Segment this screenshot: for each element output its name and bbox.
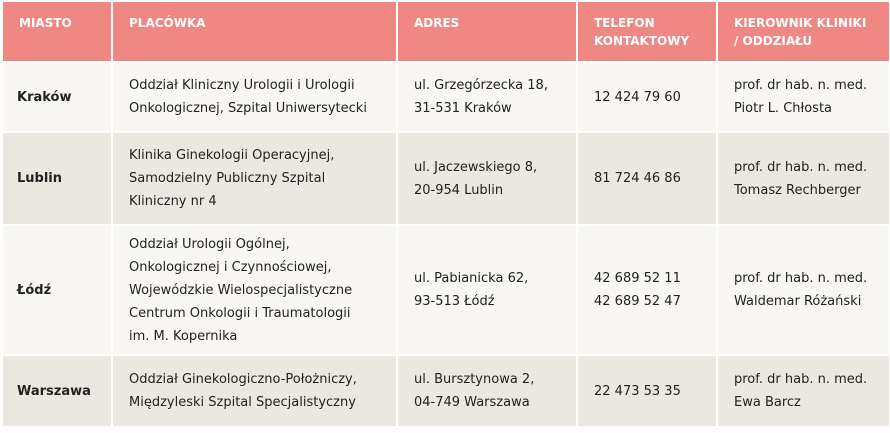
text-line: Warszawa: [17, 383, 91, 399]
table-cell: ul. Bursztynowa 2, 04-749 Warszawa: [396, 354, 578, 428]
text-line: TELEFON: [594, 16, 655, 30]
table-cell: ul. Jaczewskiego 8, 20-954 Lublin: [396, 131, 578, 226]
header-cell: KIEROWNIK KLINIKI / ODDZIAŁU: [716, 0, 890, 63]
text-line: Kraków: [17, 89, 72, 105]
text-line: ul. Jaczewskiego 8,: [414, 159, 538, 175]
text-line: Oddział Ginekologiczno-Położniczy,: [129, 372, 357, 387]
header-cell: ADRES: [396, 0, 578, 63]
header-cell: MIASTO: [1, 0, 113, 63]
text-line: prof. dr hab. n. med.: [734, 372, 868, 387]
text-line: KONTAKTOWY: [594, 34, 690, 48]
text-line: ul. Grzegórzecka 18,: [414, 78, 548, 93]
text-line: Kliniczny nr 4: [129, 194, 217, 209]
text-line: 81 724 46 86: [594, 171, 681, 186]
text-line: Oddział Kliniczny Urologii i Urologii: [129, 78, 355, 93]
table-row: Łódź Oddział Urologii Ogólnej, Onkologiczn…: [1, 224, 890, 356]
text-line: PLACÓWKA: [129, 16, 206, 30]
text-line: Łódź: [17, 282, 52, 298]
table-cell: 42 689 52 11 42 689 52 47: [576, 224, 718, 356]
text-line: Międzyleski Szpital Specjalistyczny: [129, 395, 356, 410]
text-line: im. M. Kopernika: [129, 328, 238, 344]
table-cell: 81 724 46 86: [576, 131, 718, 226]
table-cell: Oddział Ginekologiczno-Położniczy, Między…: [111, 354, 398, 428]
text-line: Klinika Ginekologii Operacyjnej,: [129, 148, 335, 163]
table-cell: Klinika Ginekologii Operacyjnej, Samodzie…: [111, 131, 398, 226]
table-row: Kraków Oddział Kliniczny Urologii i Urolo…: [1, 61, 890, 133]
table-cell: 12 424 79 60: [576, 61, 718, 133]
text-line: 31-531 Kraków: [414, 101, 512, 116]
city-cell: Warszawa: [1, 354, 113, 428]
table-cell: prof. dr hab. n. med. Waldemar Różański: [716, 224, 890, 356]
header-cell: TELEFON KONTAKTOWY: [576, 0, 718, 63]
table-cell: Oddział Kliniczny Urologii i Urologii Onk…: [111, 61, 398, 133]
text-line: Oddział Urologii Ogólnej,: [129, 236, 290, 252]
table-row: Warszawa Oddział Ginekologiczno-Położnicz…: [1, 354, 890, 428]
text-line: prof. dr hab. n. med.: [734, 159, 868, 175]
text-line: Piotr L. Chłosta: [734, 101, 833, 116]
text-line: 93-513 Łódź: [414, 294, 495, 309]
city-cell: Kraków: [1, 61, 113, 133]
table-cell: Oddział Urologii Ogólnej, Onkologicznej i…: [111, 224, 398, 356]
city-cell: Lublin: [1, 131, 113, 226]
text-line: MIASTO: [19, 16, 72, 30]
text-line: / ODDZIAŁU: [734, 34, 813, 48]
text-line: 20-954 Lublin: [414, 182, 504, 198]
text-line: ul. Bursztynowa 2,: [414, 372, 535, 387]
text-line: KIEROWNIK KLINIKI: [734, 16, 867, 30]
text-line: Tomasz Rechberger: [734, 182, 861, 198]
table-row: Lublin Klinika Ginekologii Operacyjnej, Sa…: [1, 131, 890, 226]
text-line: Ewa Barcz: [734, 395, 801, 410]
table-cell: prof. dr hab. n. med. Tomasz Rechberger: [716, 131, 890, 226]
header-cell: PLACÓWKA: [111, 0, 398, 63]
text-line: Lublin: [17, 171, 63, 186]
text-line: ADRES: [414, 16, 460, 30]
text-line: 42 689 52 47: [594, 294, 681, 309]
table-cell: ul. Pabianicka 62, 93-513 Łódź: [396, 224, 578, 356]
text-line: 22 473 53 35: [594, 383, 681, 399]
city-cell: Łódź: [1, 224, 113, 356]
text-line: Centrum Onkologii i Traumatologii: [129, 305, 351, 321]
text-line: 04-749 Warszawa: [414, 395, 530, 410]
table-cell: prof. dr hab. n. med. Ewa Barcz: [716, 354, 890, 428]
text-line: 12 424 79 60: [594, 89, 681, 105]
text-line: prof. dr hab. n. med.: [734, 271, 868, 286]
text-line: Onkologicznej, Szpital Uniwersytecki: [129, 101, 367, 116]
table-cell: ul. Grzegórzecka 18, 31-531 Kraków: [396, 61, 578, 133]
table-cell: 22 473 53 35: [576, 354, 718, 428]
text-line: Onkologicznej i Czynnościowej,: [129, 259, 332, 275]
header-row: MIASTO PLACÓWKA ADRES TELEFON KONTAKTOWY KIER…: [1, 0, 890, 63]
text-line: Waldemar Różański: [734, 294, 862, 309]
text-line: prof. dr hab. n. med.: [734, 78, 868, 93]
text-line: Wojewódzkie Wielospecjalistyczne: [129, 282, 353, 298]
text-line: 42 689 52 11: [594, 271, 681, 286]
text-line: ul. Pabianicka 62,: [414, 271, 529, 286]
text-line: Samodzielny Publiczny Szpital: [129, 171, 326, 186]
table-cell: prof. dr hab. n. med. Piotr L. Chłosta: [716, 61, 890, 133]
